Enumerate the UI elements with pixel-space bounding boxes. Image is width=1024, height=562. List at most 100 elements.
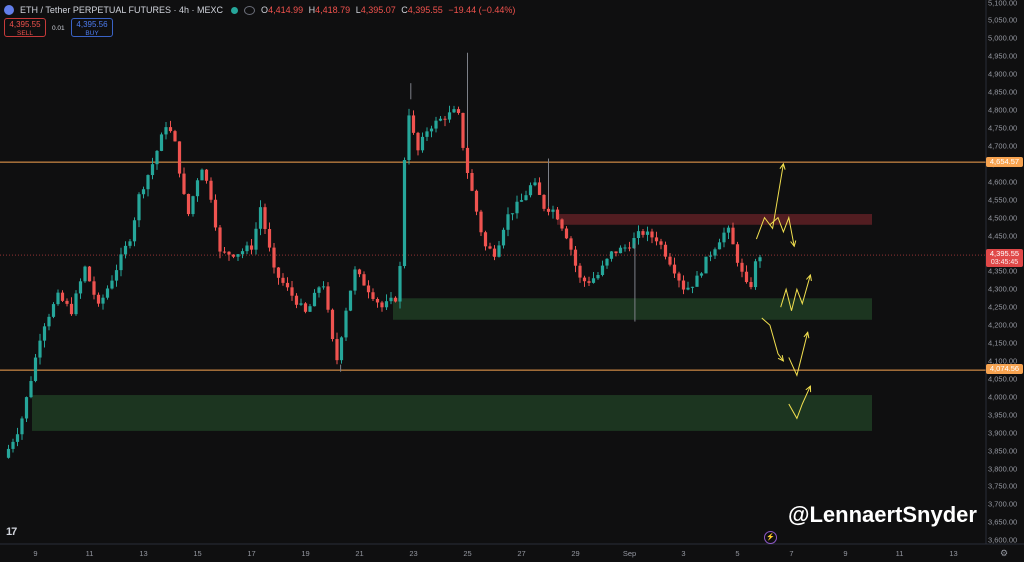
candle-body-44: [204, 169, 209, 181]
price-tick-label: 5,050.00: [988, 15, 1018, 25]
candle-body-139: [632, 238, 636, 249]
price-tick-label: 4,300.00: [988, 284, 1018, 294]
candle-body-76: [348, 290, 353, 311]
candle-body-149: [677, 273, 681, 281]
projection-path-3: [761, 317, 784, 362]
time-tick-label: 21: [355, 549, 364, 558]
candle-body-68: [312, 292, 317, 307]
candle-body-1: [11, 441, 15, 449]
candle-body-45: [209, 180, 213, 200]
change-value: −19.44 (−0.44%): [448, 5, 516, 15]
price-tick-label: 4,500.00: [988, 213, 1018, 223]
candle-body-41: [191, 196, 195, 215]
price-tick-label: 3,600.00: [988, 535, 1018, 545]
time-tick-label: 27: [517, 549, 526, 558]
price-tick-label: 5,100.00: [988, 0, 1018, 7]
candle-body-119: [542, 194, 546, 209]
low-key: L: [355, 5, 361, 15]
candle-body-95: [434, 120, 438, 129]
candle-body-160: [726, 227, 731, 233]
symbol-title[interactable]: ETH / Tether PERPETUAL FUTURES · 4h · ME…: [20, 5, 224, 15]
candle-body-63: [290, 287, 294, 296]
candle-body-46: [213, 199, 218, 228]
candle-body-117: [533, 182, 537, 186]
candle-body-17: [83, 266, 87, 282]
candle-body-150: [681, 280, 686, 290]
candle-body-49: [227, 251, 231, 255]
candle-body-56: [258, 207, 263, 229]
candle-body-163: [740, 262, 744, 272]
candle-body-105: [479, 211, 483, 233]
open-key: O: [261, 5, 269, 15]
ohlc-readout: O4,414.99 H4,418.79 L4,395.07 C4,395.55 …: [261, 5, 518, 15]
price-tick-label: 5,000.00: [988, 33, 1018, 43]
candle-body-124: [564, 228, 569, 239]
flash-icon[interactable]: ⚡: [764, 531, 777, 544]
candle-body-55: [254, 228, 258, 250]
sell-button[interactable]: 4,395.55 SELL: [4, 18, 46, 37]
candle-body-43: [200, 169, 204, 181]
candle-body-73: [335, 339, 339, 361]
close-key: C: [401, 5, 408, 15]
price-tick-label: 3,850.00: [988, 446, 1018, 456]
candle-body-71: [326, 286, 330, 310]
price-tick-label: 4,750.00: [988, 123, 1018, 133]
close-value: 4,395.55: [407, 5, 443, 15]
candle-body-126: [573, 249, 578, 266]
candle-body-57: [263, 207, 267, 230]
candle-body-158: [717, 242, 722, 250]
projection-path-2: [780, 274, 811, 311]
candle-body-69: [317, 287, 321, 293]
price-tick-label: 4,450.00: [988, 231, 1018, 241]
price-tick-label: 3,900.00: [988, 428, 1018, 438]
candle-body-7: [38, 340, 42, 358]
candle-body-93: [425, 131, 429, 137]
candle-body-108: [492, 248, 497, 257]
candle-body-118: [537, 182, 542, 195]
tradingview-logo[interactable]: 17: [6, 526, 17, 538]
eye-icon[interactable]: [244, 5, 256, 15]
candle-body-136: [618, 247, 623, 254]
sell-price: 4,395.55: [9, 20, 41, 29]
candle-body-106: [483, 232, 488, 247]
candle-body-12: [60, 292, 65, 301]
candle-body-32: [150, 164, 155, 176]
candle-body-66: [303, 303, 308, 312]
candle-body-153: [695, 275, 699, 287]
candle-body-132: [600, 265, 605, 275]
projection-arrowhead-0: [779, 162, 786, 170]
gear-icon[interactable]: ⚙: [1000, 548, 1009, 558]
candle-body-18: [87, 266, 92, 282]
time-tick-label: 5: [735, 549, 740, 558]
candle-body-22: [105, 288, 110, 298]
candle-body-33: [155, 150, 159, 165]
price-tick-label: 4,950.00: [988, 51, 1018, 61]
candle-body-58: [267, 229, 272, 248]
candle-body-72: [330, 309, 335, 340]
low-value: 4,395.07: [360, 5, 396, 15]
candle-body-78: [357, 269, 362, 275]
candle-body-48: [222, 251, 227, 253]
candle-body-39: [182, 173, 186, 194]
candle-body-0: [6, 448, 11, 458]
time-tick-label: 25: [463, 549, 472, 558]
candle-body-130: [591, 278, 596, 283]
time-tick-label: 9: [843, 549, 848, 558]
candle-body-29: [137, 194, 141, 221]
candle-body-60: [276, 267, 281, 278]
candle-body-82: [375, 298, 380, 303]
candle-body-52: [240, 251, 245, 255]
candle-body-35: [164, 127, 168, 135]
candle-body-79: [362, 274, 366, 286]
candle-body-61: [281, 277, 285, 283]
time-tick-label: 19: [301, 549, 310, 558]
projection-arrowhead-1: [790, 240, 797, 248]
candle-body-113: [515, 201, 519, 214]
price-tick-label: 4,200.00: [988, 320, 1018, 330]
buy-button[interactable]: 4,395.56 BUY: [71, 18, 113, 37]
time-tick-label: 11: [895, 549, 904, 558]
candle-body-98: [447, 112, 452, 120]
current-price-badge: 4,395.55 03:45:45: [986, 249, 1023, 267]
projection-path-0: [755, 163, 784, 240]
